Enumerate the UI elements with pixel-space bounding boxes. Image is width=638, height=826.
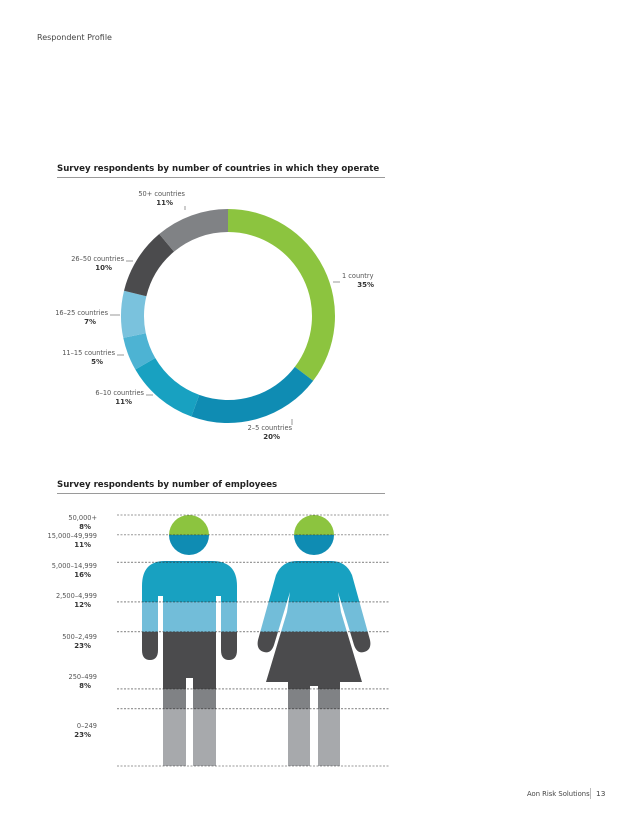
stack-segment bbox=[142, 631, 371, 690]
band-category-label: 0–249 bbox=[77, 722, 97, 730]
stack-segment bbox=[142, 562, 371, 603]
pictogram-title-rule bbox=[57, 493, 385, 494]
footer-publisher-label: Aon Risk Solutions bbox=[527, 790, 590, 798]
donut-value-label: 7% bbox=[84, 318, 96, 326]
donut-slice bbox=[123, 333, 156, 370]
band-value-label: 12% bbox=[74, 601, 91, 609]
donut-category-label: 50+ countries bbox=[138, 190, 185, 198]
donut-slice bbox=[228, 209, 335, 381]
stack-segment bbox=[142, 601, 371, 633]
stack-segment bbox=[142, 534, 371, 563]
band-value-label: 8% bbox=[79, 523, 91, 531]
donut-slice bbox=[135, 358, 200, 417]
pictogram-figures bbox=[142, 515, 371, 766]
band-category-label: 5,000–14,999 bbox=[52, 562, 97, 570]
donut-value-label: 35% bbox=[357, 281, 374, 289]
pictogram-chart-title: Survey respondents by number of employee… bbox=[57, 480, 278, 490]
donut-title-rule bbox=[57, 177, 385, 178]
stack-segment bbox=[142, 515, 371, 536]
donut-category-label: 1 country bbox=[342, 272, 374, 280]
band-value-label: 23% bbox=[74, 731, 91, 739]
band-value-label: 23% bbox=[74, 642, 91, 650]
donut-slice bbox=[124, 234, 175, 297]
donut-value-label: 20% bbox=[263, 433, 280, 441]
footer-separator bbox=[590, 788, 591, 799]
band-value-label: 8% bbox=[79, 682, 91, 690]
band-category-label: 15,000–49,999 bbox=[48, 532, 97, 540]
stack-segment bbox=[142, 688, 371, 710]
donut-category-label: 26–50 countries bbox=[71, 255, 124, 263]
donut-category-label: 2–5 countries bbox=[248, 424, 293, 432]
donut-slice bbox=[159, 209, 228, 252]
donut-chart-title: Survey respondents by number of countrie… bbox=[57, 164, 380, 174]
donut-value-label: 11% bbox=[156, 199, 173, 207]
section-label: Respondent Profile bbox=[37, 33, 112, 42]
stack-segment bbox=[142, 708, 371, 766]
band-category-label: 50,000+ bbox=[68, 514, 97, 522]
donut-slice bbox=[191, 366, 314, 423]
page-number: 13 bbox=[596, 789, 606, 798]
donut-value-label: 11% bbox=[115, 398, 132, 406]
band-category-label: 250–499 bbox=[69, 673, 97, 681]
band-category-label: 500–2,499 bbox=[62, 633, 97, 641]
donut-slice bbox=[120, 290, 147, 338]
donut-value-label: 10% bbox=[95, 264, 112, 272]
band-value-label: 16% bbox=[74, 571, 91, 579]
band-value-label: 11% bbox=[74, 541, 91, 549]
donut-category-label: 16–25 countries bbox=[55, 309, 108, 317]
donut-value-label: 5% bbox=[91, 358, 103, 366]
donut-category-label: 6–10 countries bbox=[95, 389, 144, 397]
band-category-label: 2,500–4,999 bbox=[56, 592, 97, 600]
donut-category-label: 11–15 countries bbox=[62, 349, 115, 357]
